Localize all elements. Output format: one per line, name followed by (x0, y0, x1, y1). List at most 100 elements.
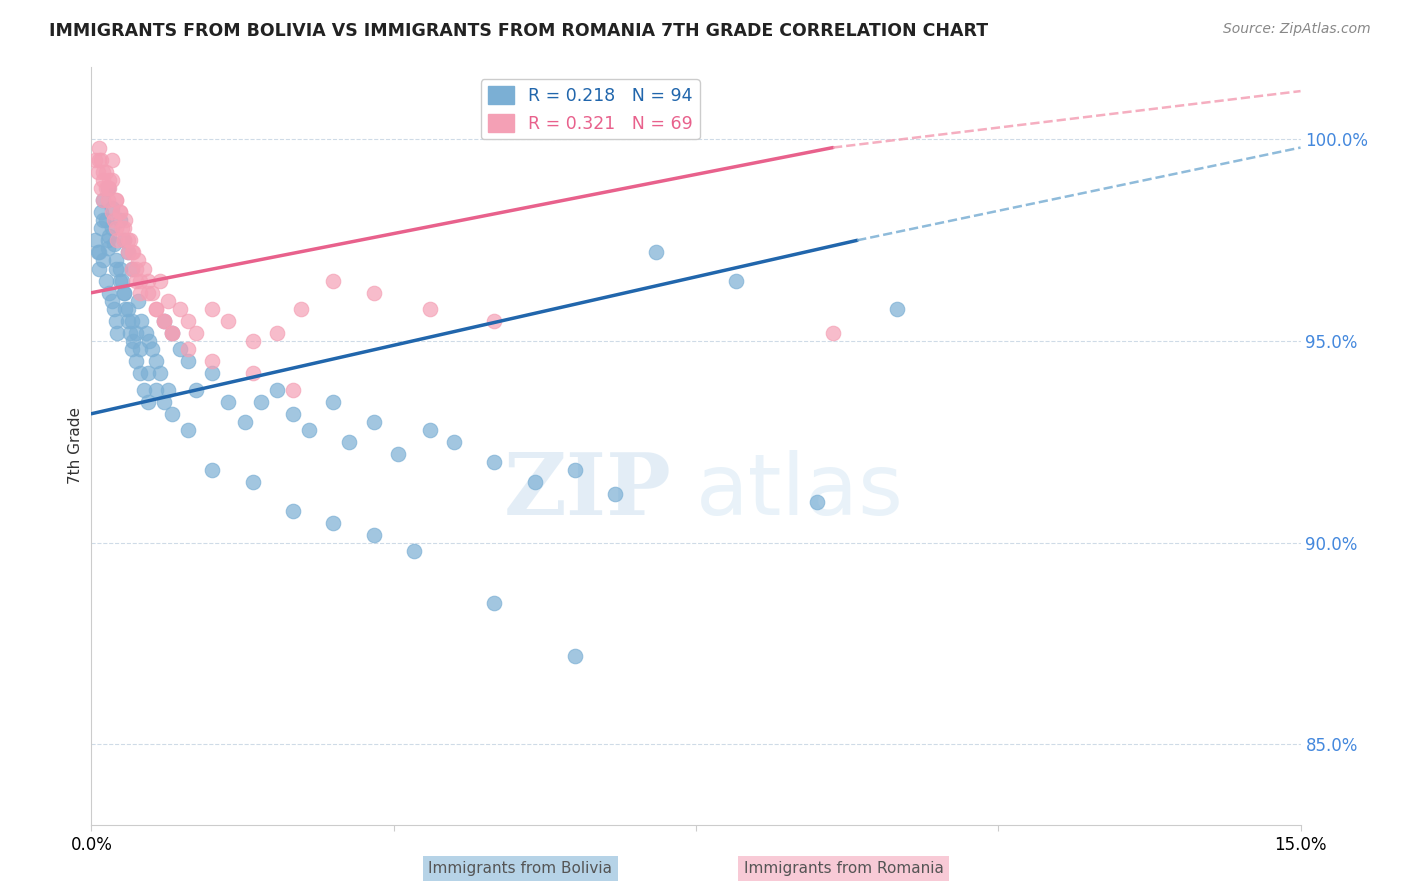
Point (149, 274, 172, 288)
Point (100, 221, 122, 235)
Point (121, 342, 143, 356)
Point (84, 153, 107, 167)
Point (605, 487, 627, 501)
Point (108, 205, 131, 219)
Point (201, 367, 224, 381)
Point (90, 181, 112, 195)
Point (117, 245, 139, 260)
Text: Immigrants from Bolivia: Immigrants from Bolivia (429, 861, 612, 876)
Point (128, 342, 150, 356)
Point (121, 261, 143, 276)
Point (114, 213, 136, 227)
Point (153, 314, 176, 328)
Point (108, 205, 131, 219)
Point (104, 193, 127, 207)
Legend: R = 0.218   N = 94, R = 0.321   N = 69: R = 0.218 N = 94, R = 0.321 N = 69 (481, 79, 700, 139)
Point (233, 415, 256, 429)
Point (103, 213, 125, 227)
Point (484, 596, 506, 610)
Point (96, 193, 118, 207)
Point (94, 213, 117, 227)
Point (121, 245, 143, 260)
Point (84, 233, 107, 247)
Point (266, 383, 288, 397)
Point (484, 314, 506, 328)
Point (100, 173, 122, 187)
Point (201, 301, 224, 316)
Point (136, 367, 159, 381)
Point (104, 221, 127, 235)
Point (145, 383, 167, 397)
Point (112, 285, 135, 300)
Point (644, 245, 666, 260)
Point (177, 354, 200, 368)
Point (90, 153, 112, 167)
Point (117, 314, 139, 328)
Point (242, 367, 264, 381)
Point (156, 293, 179, 308)
Text: Immigrants from Romania: Immigrants from Romania (744, 861, 943, 876)
Point (104, 253, 127, 268)
Point (87, 245, 110, 260)
Point (725, 274, 748, 288)
Point (281, 383, 304, 397)
Point (145, 354, 167, 368)
Point (201, 354, 224, 368)
Point (564, 463, 586, 477)
Point (122, 245, 145, 260)
Point (96, 233, 118, 247)
Point (89, 245, 111, 260)
Point (298, 423, 321, 437)
Point (100, 201, 122, 215)
Point (131, 314, 153, 328)
Point (105, 233, 128, 247)
Point (266, 326, 288, 340)
Point (117, 233, 139, 247)
Point (98, 181, 121, 195)
Point (112, 233, 135, 247)
Point (136, 274, 159, 288)
Point (104, 314, 127, 328)
Point (125, 354, 148, 368)
Point (821, 326, 844, 340)
Point (290, 301, 312, 316)
Point (322, 394, 344, 409)
Point (100, 293, 122, 308)
Point (160, 407, 183, 421)
Point (402, 544, 425, 558)
Point (145, 301, 167, 316)
Text: Source: ZipAtlas.com: Source: ZipAtlas.com (1223, 22, 1371, 37)
Point (96, 241, 118, 255)
Point (108, 274, 131, 288)
Point (177, 314, 200, 328)
Point (217, 394, 239, 409)
Point (127, 293, 149, 308)
Point (387, 447, 409, 461)
Point (93, 193, 115, 207)
Text: atlas: atlas (696, 450, 904, 533)
Point (128, 285, 150, 300)
Text: IMMIGRANTS FROM BOLIVIA VS IMMIGRANTS FROM ROMANIA 7TH GRADE CORRELATION CHART: IMMIGRANTS FROM BOLIVIA VS IMMIGRANTS FR… (49, 22, 988, 40)
Point (337, 434, 360, 449)
Point (169, 301, 191, 316)
Point (100, 153, 122, 167)
Point (153, 394, 176, 409)
Point (96, 181, 118, 195)
Point (89, 261, 111, 276)
Point (136, 394, 159, 409)
Point (121, 261, 143, 276)
Y-axis label: 7th Grade: 7th Grade (67, 408, 83, 484)
Point (103, 237, 125, 252)
Point (108, 261, 131, 276)
Point (120, 233, 142, 247)
Point (242, 475, 264, 490)
Point (136, 285, 159, 300)
Point (242, 334, 264, 348)
Point (186, 326, 208, 340)
Point (564, 648, 586, 663)
Point (138, 334, 160, 348)
Point (149, 367, 172, 381)
Point (89, 140, 111, 154)
Point (886, 301, 908, 316)
Point (105, 326, 128, 340)
